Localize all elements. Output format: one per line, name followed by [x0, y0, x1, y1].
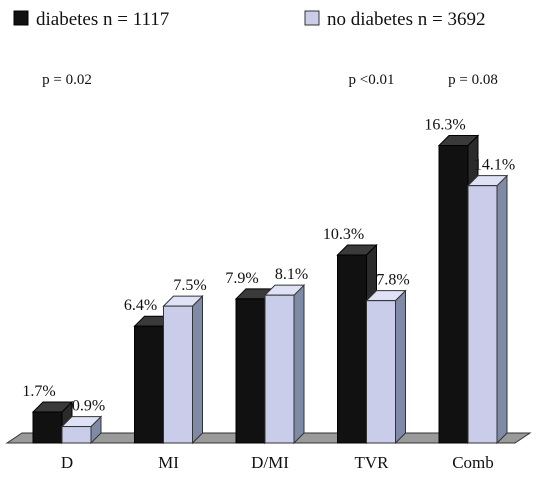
data-label-mi-no-diabetes: 7.5%	[173, 277, 206, 294]
bar-front-face	[264, 294, 295, 444]
legend-swatch-no-diabetes	[304, 10, 320, 26]
bar-front-face	[32, 411, 63, 444]
bar-side-face	[395, 289, 406, 445]
bar-mi-no-diabetes	[162, 294, 204, 445]
bar-d-diabetes	[31, 400, 74, 445]
p-value-tvr: p <0.01	[349, 72, 395, 88]
legend-label-diabetes: diabetes n = 1117	[36, 9, 169, 30]
bars	[31, 134, 509, 445]
bar-front-face	[61, 426, 92, 444]
data-label-d-no-diabetes: 0.9%	[72, 398, 105, 415]
bar-d-mi-no-diabetes	[263, 283, 306, 445]
bar-side-face	[496, 174, 508, 445]
bar-front-face	[467, 185, 498, 444]
p-value-annotations: p = 0.02 p <0.01 p = 0.08	[42, 72, 498, 88]
legend-swatch-diabetes	[13, 10, 29, 26]
data-label-d-diabetes: 1.7%	[22, 383, 55, 400]
data-label-comb-no-diabetes: 14.1%	[474, 157, 515, 174]
data-labels: 1.7% 0.9% 6.4% 7.5% 7.9% 8.1% 10.3% 7.8% 16.3% 14…	[22, 117, 515, 415]
bar-front-face	[366, 300, 396, 444]
bar-side-face	[192, 294, 203, 445]
bar-front-face	[438, 145, 469, 444]
bar-d-no-diabetes	[60, 415, 103, 445]
bar-front-face	[163, 305, 193, 444]
data-label-tvr-diabetes: 10.3%	[323, 226, 364, 243]
x-axis: D MI D/MI TVR Comb	[61, 453, 494, 472]
category-label-comb: Comb	[452, 453, 494, 472]
data-label-mi-diabetes: 6.4%	[124, 297, 157, 314]
data-label-tvr-no-diabetes: 7.8%	[376, 272, 409, 289]
bar-front-face	[235, 298, 266, 444]
bar-front-face	[134, 325, 164, 444]
category-label-mi: MI	[158, 453, 179, 472]
p-value-comb: p = 0.08	[448, 72, 498, 88]
bar-front-face	[337, 254, 367, 444]
bar-side-face	[293, 283, 305, 445]
data-label-comb-diabetes: 16.3%	[424, 117, 465, 134]
p-value-d: p = 0.02	[42, 72, 92, 88]
data-label-d-mi-diabetes: 7.9%	[225, 270, 258, 287]
legend: diabetes n = 1117 no diabetes n = 3692	[13, 9, 485, 30]
category-label-d: D	[61, 453, 73, 472]
category-label-d-mi: D/MI	[251, 453, 289, 472]
category-label-tvr: TVR	[355, 453, 390, 472]
legend-label-no-diabetes: no diabetes n = 3692	[327, 9, 485, 30]
bar-comb-no-diabetes	[466, 174, 509, 445]
bar-tvr-no-diabetes	[365, 289, 407, 445]
data-label-d-mi-no-diabetes: 8.1%	[275, 266, 308, 283]
